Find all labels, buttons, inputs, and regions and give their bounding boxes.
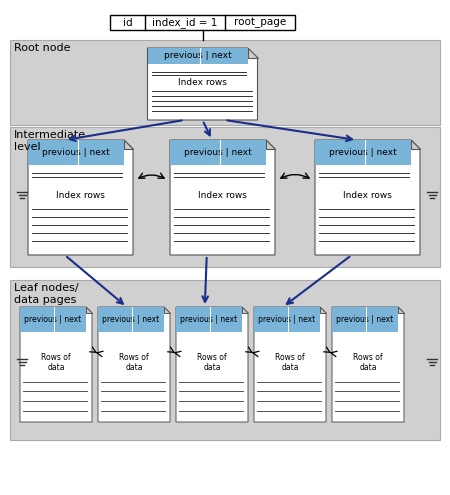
- Text: previous | next: previous | next: [24, 315, 81, 324]
- Text: Index rows: Index rows: [198, 191, 247, 199]
- FancyBboxPatch shape: [10, 127, 440, 267]
- Text: Index rows: Index rows: [56, 191, 105, 199]
- Polygon shape: [398, 307, 404, 313]
- Text: id: id: [123, 17, 132, 28]
- Text: previous | next: previous | next: [184, 148, 252, 157]
- Text: Rows of
data: Rows of data: [353, 352, 383, 372]
- Polygon shape: [411, 140, 420, 149]
- Polygon shape: [248, 48, 257, 58]
- FancyBboxPatch shape: [315, 140, 411, 165]
- Text: root_page: root_page: [234, 17, 286, 28]
- Polygon shape: [176, 307, 248, 422]
- FancyBboxPatch shape: [10, 40, 440, 125]
- Polygon shape: [242, 307, 248, 313]
- FancyBboxPatch shape: [110, 15, 295, 30]
- Polygon shape: [20, 307, 92, 422]
- FancyBboxPatch shape: [176, 307, 242, 332]
- Polygon shape: [254, 307, 326, 422]
- Text: Intermediate
level: Intermediate level: [14, 130, 86, 152]
- Polygon shape: [315, 140, 420, 255]
- Text: Rows of
data: Rows of data: [275, 352, 305, 372]
- Polygon shape: [266, 140, 275, 149]
- Text: Root node: Root node: [14, 43, 71, 53]
- Polygon shape: [86, 307, 92, 313]
- Text: previous | next: previous | next: [164, 51, 231, 60]
- Polygon shape: [98, 307, 170, 422]
- Text: Index rows: Index rows: [178, 78, 227, 87]
- Text: previous | next: previous | next: [103, 315, 160, 324]
- FancyBboxPatch shape: [98, 307, 164, 332]
- FancyBboxPatch shape: [28, 140, 124, 165]
- Text: Rows of
data: Rows of data: [119, 352, 149, 372]
- Text: Leaf nodes/
data pages: Leaf nodes/ data pages: [14, 283, 79, 305]
- Polygon shape: [164, 307, 170, 313]
- Text: previous | next: previous | next: [180, 315, 238, 324]
- Text: previous | next: previous | next: [258, 315, 315, 324]
- FancyBboxPatch shape: [148, 48, 248, 64]
- FancyBboxPatch shape: [20, 307, 86, 332]
- Text: previous | next: previous | next: [329, 148, 397, 157]
- FancyBboxPatch shape: [332, 307, 398, 332]
- Text: Rows of
data: Rows of data: [197, 352, 227, 372]
- Text: previous | next: previous | next: [337, 315, 394, 324]
- FancyBboxPatch shape: [10, 280, 440, 440]
- FancyBboxPatch shape: [254, 307, 320, 332]
- Polygon shape: [170, 140, 275, 255]
- Polygon shape: [28, 140, 133, 255]
- Text: index_id = 1: index_id = 1: [152, 17, 218, 28]
- Text: previous | next: previous | next: [42, 148, 110, 157]
- Polygon shape: [148, 48, 257, 120]
- Polygon shape: [332, 307, 404, 422]
- Text: Rows of
data: Rows of data: [41, 352, 71, 372]
- Polygon shape: [124, 140, 133, 149]
- Polygon shape: [320, 307, 326, 313]
- FancyBboxPatch shape: [170, 140, 266, 165]
- Text: Index rows: Index rows: [343, 191, 392, 199]
